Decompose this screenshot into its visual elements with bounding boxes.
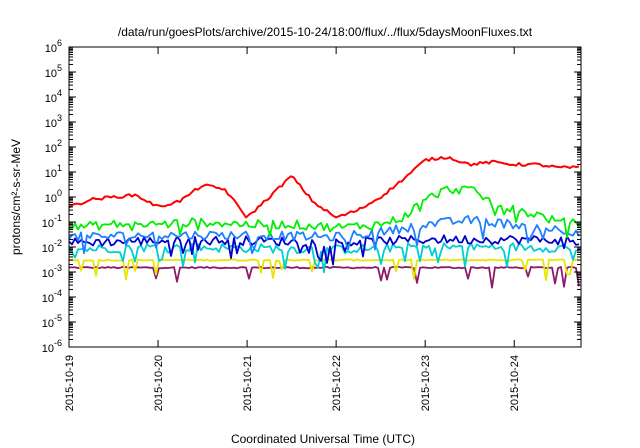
y-tick-label: 105: [45, 63, 62, 80]
x-tick-label: 2015-10-19: [64, 355, 76, 411]
series-layer: [68, 156, 580, 289]
y-axis-label: protons/cm²-s-sr-MeV: [9, 139, 23, 255]
y-tick-label: 104: [45, 88, 62, 105]
series-line-4: [68, 234, 580, 266]
y-tick-label: 101: [45, 163, 62, 180]
series-line-3: [68, 214, 580, 255]
y-tick-label: 100: [45, 188, 62, 205]
series-line-1: [68, 156, 580, 219]
y-tick-label: 102: [45, 138, 62, 155]
x-tick-label: 2015-10-24: [509, 355, 521, 411]
x-tick-label: 2015-10-21: [242, 355, 254, 411]
x-tick-label: 2015-10-22: [331, 355, 343, 411]
x-tick-label: 2015-10-23: [420, 355, 432, 411]
y-tick-label: 10-3: [42, 263, 62, 280]
y-tick-label: 103: [45, 113, 62, 130]
x-tick-label: 2015-10-20: [153, 355, 165, 411]
y-tick-label: 10-5: [42, 313, 62, 330]
chart-title: /data/run/goesPlots/archive/2015-10-24/1…: [118, 25, 533, 39]
y-tick-label: 10-2: [42, 238, 62, 255]
series-line-5: [68, 242, 580, 274]
y-tick-label: 10-4: [42, 288, 62, 305]
series-line-2: [68, 185, 580, 239]
series-line-6: [68, 258, 579, 282]
plot-area: [68, 46, 582, 348]
x-axis-label: Coordinated Universal Time (UTC): [231, 432, 415, 446]
y-tick-label: 10-1: [42, 213, 62, 230]
y-tick-label: 106: [45, 38, 62, 55]
y-tick-label: 10-6: [42, 338, 62, 355]
ticks-layer: 106 105 104 103 102 101 100 10-1 10-2 10-3 10-4 10-…: [42, 38, 581, 411]
